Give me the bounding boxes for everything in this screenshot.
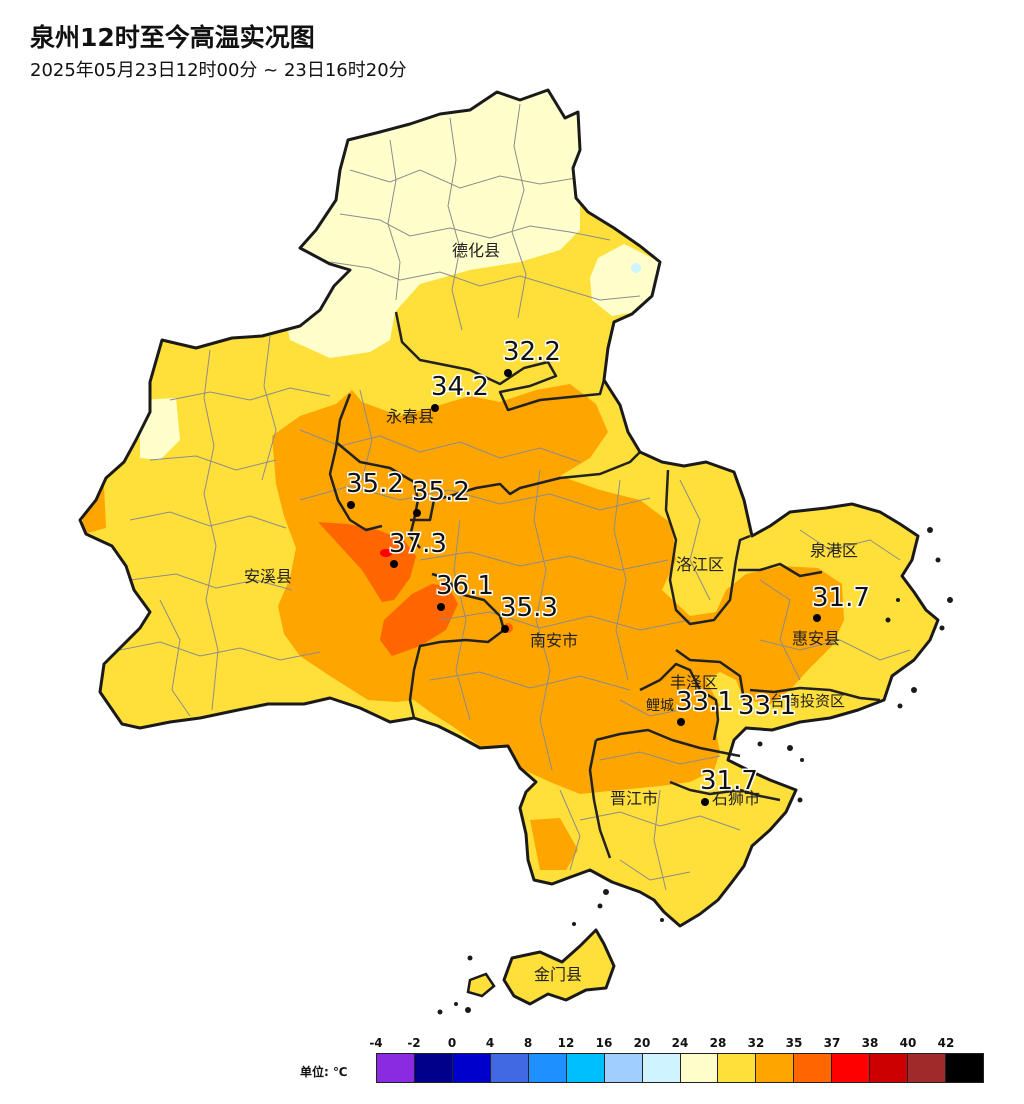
legend-tick-label: 16 xyxy=(595,1036,613,1050)
legend-tick-label: 37 xyxy=(823,1036,841,1050)
station-value: 31.7 xyxy=(812,583,870,613)
band-35-37 xyxy=(272,384,844,794)
legend-tick-label: 35 xyxy=(785,1036,803,1050)
station-value: 32.2 xyxy=(503,337,561,367)
county-label-shishi: 石狮市 xyxy=(712,789,760,808)
county-label-huian: 惠安县 xyxy=(792,629,840,648)
station-value: 35.2 xyxy=(412,477,470,507)
legend-swatch xyxy=(528,1054,567,1082)
legend-swatch xyxy=(908,1054,947,1082)
station-dot xyxy=(431,404,439,412)
county-label-jinjiang: 晋江市 xyxy=(610,789,658,808)
station-dot xyxy=(413,509,421,517)
township-boundaries xyxy=(119,103,911,891)
band-38-40 xyxy=(380,549,392,557)
coastline xyxy=(78,88,940,928)
legend-color-bar xyxy=(376,1053,984,1083)
legend-tick-label: 38 xyxy=(861,1036,879,1050)
little-kinmen-island xyxy=(466,972,496,998)
station-value: 33.1 xyxy=(676,687,734,717)
county-label-taishang: 台商投资区 xyxy=(770,692,845,710)
legend-tick-label: 32 xyxy=(747,1036,765,1050)
legend-swatch xyxy=(718,1054,757,1082)
legend-swatch xyxy=(680,1054,719,1082)
legend-swatch xyxy=(452,1054,491,1082)
station-dot xyxy=(347,501,355,509)
color-legend: -4 -2 0 4 8 12 16 20 24 28 32 35 37 38 40 42 xyxy=(369,1036,984,1086)
legend-swatch xyxy=(946,1054,983,1082)
legend-tick-label: 24 xyxy=(671,1036,689,1050)
station-value: 31.7 xyxy=(700,766,758,796)
legend-tick-label: 8 xyxy=(523,1036,533,1050)
county-label-nanan: 南安市 xyxy=(530,631,578,650)
legend-unit-label: 单位: ℃ xyxy=(300,1065,348,1079)
map-title: 泉州12时至今高温实况图 xyxy=(30,23,315,52)
kinmen-island xyxy=(502,928,616,1006)
legend-swatch xyxy=(566,1054,605,1082)
band-37-38-b xyxy=(380,584,458,656)
legend-swatch xyxy=(870,1054,909,1082)
islets xyxy=(437,527,953,1015)
legend-tick-label: -2 xyxy=(407,1036,421,1050)
legend-tick-label: 4 xyxy=(485,1036,495,1050)
county-labels: 德化县 永春县 安溪县 南安市 洛江区 泉港区 惠安县 丰泽区 鲤城 台商投资区… xyxy=(244,241,858,984)
station-dot xyxy=(701,798,709,806)
legend-tick-label: 0 xyxy=(447,1036,457,1050)
station-dot xyxy=(813,614,821,622)
station-dot xyxy=(390,560,398,568)
legend-swatch xyxy=(642,1054,681,1082)
legend-swatch xyxy=(756,1054,795,1082)
station-dot xyxy=(501,625,509,633)
county-label-quangang: 泉港区 xyxy=(810,541,858,560)
band-35-37-south xyxy=(530,818,578,870)
map-subtitle: 2025年05月23日12时00分 ~ 23日16时20分 xyxy=(30,60,407,81)
legend-swatch xyxy=(604,1054,643,1082)
legend-swatch xyxy=(414,1054,453,1082)
county-label-anxi: 安溪县 xyxy=(244,567,292,586)
county-label-dehua: 德化县 xyxy=(452,241,500,260)
legend-swatch xyxy=(377,1054,415,1082)
station-value: 33.1 xyxy=(738,691,796,721)
station-dot xyxy=(677,718,685,726)
county-label-licheng: 鲤城 xyxy=(646,698,674,714)
legend-swatch xyxy=(832,1054,871,1082)
county-label-yongchun: 永春县 xyxy=(386,407,434,426)
band-37-38-a xyxy=(318,522,416,602)
county-label-fengze: 丰泽区 xyxy=(670,673,718,692)
station-dot xyxy=(437,603,445,611)
legend-tick-label: 28 xyxy=(709,1036,727,1050)
legend-swatch xyxy=(490,1054,529,1082)
station-value: 35.2 xyxy=(346,469,404,499)
legend-tick-label: 12 xyxy=(557,1036,575,1050)
station-value: 37.3 xyxy=(389,529,447,559)
legend-tick-label: 40 xyxy=(899,1036,917,1050)
legend-swatch xyxy=(794,1054,833,1082)
band-28-32-east xyxy=(590,244,660,316)
band-24-28-spot xyxy=(631,263,641,273)
station-value: 35.3 xyxy=(500,593,558,623)
legend-tick-label: 20 xyxy=(633,1036,651,1050)
band-28-32-north xyxy=(280,90,580,358)
legend-tick-label: -4 xyxy=(369,1036,383,1050)
station-markers: 32.2 34.2 35.2 35.2 37.3 36.1 35.3 31.7 … xyxy=(345,336,871,806)
legend-tick-label: 42 xyxy=(937,1036,955,1050)
station-value: 34.2 xyxy=(431,372,489,402)
county-boundaries xyxy=(328,311,881,859)
county-label-kinmen: 金门县 xyxy=(534,965,582,984)
county-label-luojiang: 洛江区 xyxy=(676,555,724,574)
station-value: 36.1 xyxy=(436,571,494,601)
station-dot xyxy=(504,369,512,377)
legend-ticks: -4 -2 0 4 8 12 16 20 24 28 32 35 37 38 40 42 xyxy=(369,1036,984,1052)
